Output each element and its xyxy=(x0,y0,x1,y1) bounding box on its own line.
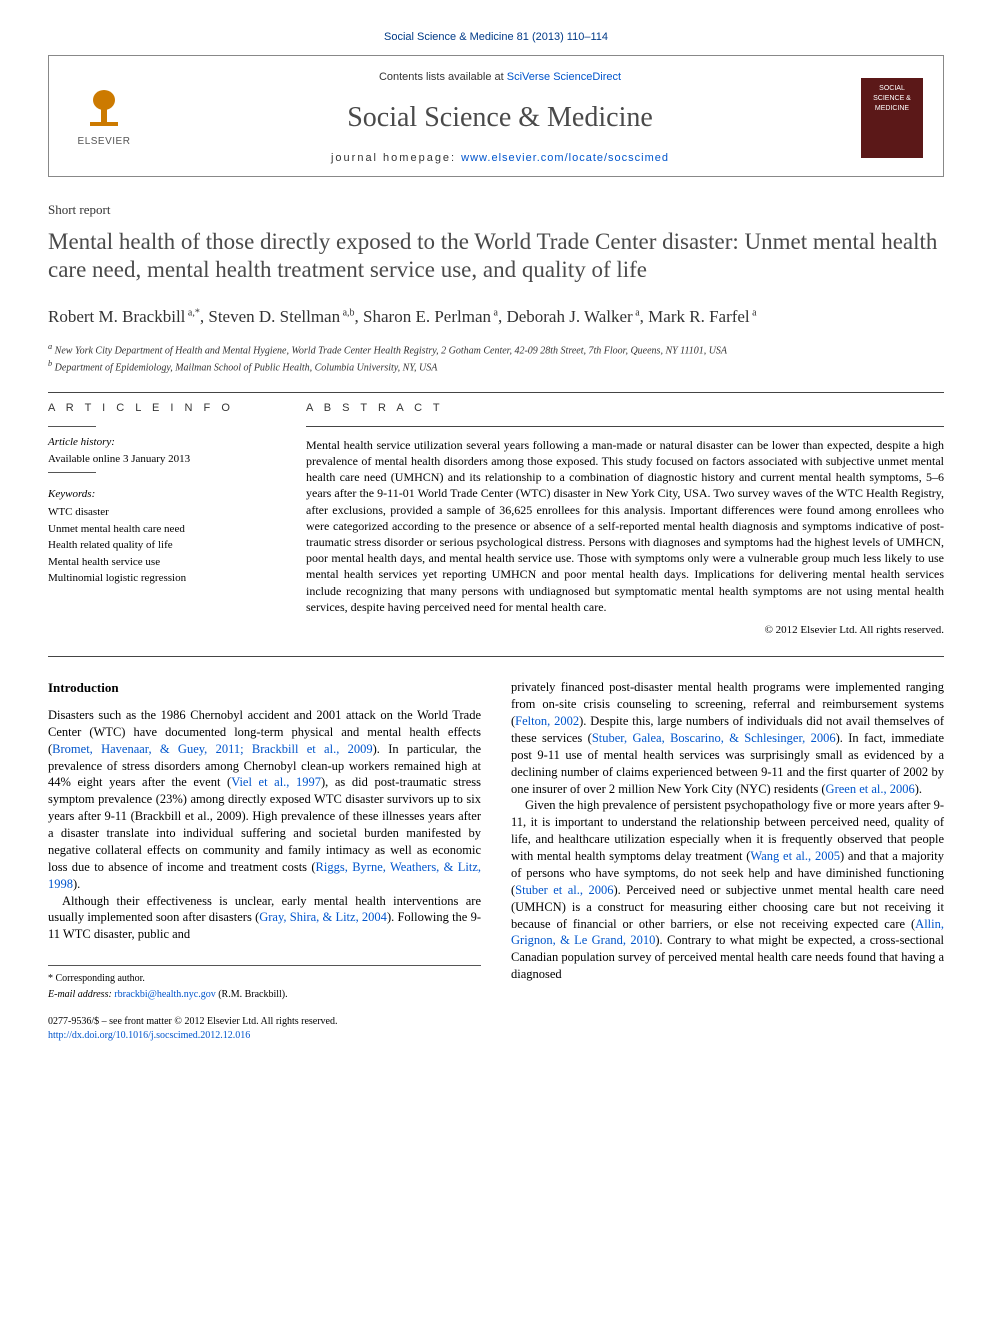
cite-link[interactable]: Allin, Grignon, & Le Grand, 2010 xyxy=(511,917,944,948)
keywords-label: Keywords: xyxy=(48,487,278,502)
info-short-rule-2 xyxy=(48,472,96,473)
authors-line: Robert M. Brackbill a,*, Steven D. Stell… xyxy=(48,305,944,329)
email-line: E-mail address: rbrackbi@health.nyc.gov … xyxy=(48,988,481,1002)
cite-link[interactable]: Bromet, Havenaar, & Guey, 2011; Brackbil… xyxy=(52,742,372,756)
elsevier-tree-icon xyxy=(69,88,139,135)
contents-line: Contents lists available at SciVerse Sci… xyxy=(139,70,861,85)
article-title: Mental health of those directly exposed … xyxy=(48,228,944,286)
intro-para-1: Disasters such as the 1986 Chernobyl acc… xyxy=(48,707,481,893)
journal-title: Social Science & Medicine xyxy=(139,98,861,137)
cite-link[interactable]: Felton, 2002 xyxy=(515,714,579,728)
journal-center: Contents lists available at SciVerse Sci… xyxy=(139,70,861,166)
cite-link[interactable]: Viel et al., 1997 xyxy=(231,775,321,789)
keyword: Mental health service use xyxy=(48,554,278,571)
author: Steven D. Stellman a,b xyxy=(208,307,354,326)
author-sup: a xyxy=(633,307,640,318)
author: Mark R. Farfel a xyxy=(648,307,756,326)
homepage-link[interactable]: www.elsevier.com/locate/socscimed xyxy=(461,152,669,164)
homepage-prefix: journal homepage: xyxy=(331,152,461,164)
keyword: Health related quality of life xyxy=(48,537,278,554)
author: Sharon E. Perlman a xyxy=(363,307,498,326)
cite-link[interactable]: Stuber, Galea, Boscarino, & Schlesinger,… xyxy=(592,731,836,745)
author-sup: a xyxy=(491,307,498,318)
citation-header: Social Science & Medicine 81 (2013) 110–… xyxy=(48,30,944,45)
author-sup: a,b xyxy=(340,307,354,318)
abstract-rule xyxy=(306,426,944,427)
contents-prefix: Contents lists available at xyxy=(379,71,507,83)
corresp-footer: * Corresponding author. E-mail address: … xyxy=(48,965,481,1001)
email-name: (R.M. Brackbill). xyxy=(216,989,288,1000)
abstract-label: A B S T R A C T xyxy=(306,401,944,416)
info-short-rule-1 xyxy=(48,426,96,427)
keyword: WTC disaster xyxy=(48,504,278,521)
info-abstract-row: A R T I C L E I N F O Article history: A… xyxy=(48,401,944,639)
body-col-left: Introduction Disasters such as the 1986 … xyxy=(48,679,481,1043)
divider-bottom xyxy=(48,656,944,657)
abstract-col: A B S T R A C T Mental health service ut… xyxy=(306,401,944,639)
article-info-label: A R T I C L E I N F O xyxy=(48,401,278,416)
cite-link[interactable]: Gray, Shira, & Litz, 2004 xyxy=(259,910,387,924)
corresp-line: * Corresponding author. xyxy=(48,972,481,986)
history-label: Article history: xyxy=(48,435,278,450)
cite-link[interactable]: Riggs, Byrne, Weathers, & Litz, 1998 xyxy=(48,860,481,891)
body-columns: Introduction Disasters such as the 1986 … xyxy=(48,679,944,1043)
elsevier-logo: ELSEVIER xyxy=(69,88,139,149)
email-link[interactable]: rbrackbi@health.nyc.gov xyxy=(114,989,215,1000)
journal-header-box: ELSEVIER Contents lists available at Sci… xyxy=(48,55,944,177)
intro-para-2: Although their effectiveness is unclear,… xyxy=(48,893,481,944)
author: Robert M. Brackbill a,* xyxy=(48,307,200,326)
intro-para-3: privately financed post-disaster mental … xyxy=(511,679,944,797)
cite-link[interactable]: Wang et al., 2005 xyxy=(750,849,840,863)
doi-link[interactable]: http://dx.doi.org/10.1016/j.socscimed.20… xyxy=(48,1030,250,1041)
intro-para-4: Given the high prevalence of persistent … xyxy=(511,797,944,983)
divider-top xyxy=(48,392,944,393)
affiliation-line: b Department of Epidemiology, Mailman Sc… xyxy=(48,358,944,375)
sciencedirect-link[interactable]: SciVerse ScienceDirect xyxy=(507,71,621,83)
history-text: Available online 3 January 2013 xyxy=(48,452,278,467)
intro-heading: Introduction xyxy=(48,679,481,697)
affiliation-line: a New York City Department of Health and… xyxy=(48,341,944,358)
report-type: Short report xyxy=(48,201,944,219)
author-sup: a,* xyxy=(185,307,199,318)
abstract-copyright: © 2012 Elsevier Ltd. All rights reserved… xyxy=(306,623,944,638)
elsevier-label: ELSEVIER xyxy=(69,135,139,149)
journal-homepage: journal homepage: www.elsevier.com/locat… xyxy=(139,151,861,166)
abstract-text: Mental health service utilization severa… xyxy=(306,437,944,615)
cite-link[interactable]: Green et al., 2006 xyxy=(826,782,915,796)
cite-link[interactable]: Stuber et al., 2006 xyxy=(515,883,613,897)
email-label: E-mail address: xyxy=(48,989,114,1000)
author-sup: a xyxy=(750,307,757,318)
body-col-right: privately financed post-disaster mental … xyxy=(511,679,944,1043)
issn-line: 0277-9536/$ – see front matter © 2012 El… xyxy=(48,1015,481,1029)
keyword: Unmet mental health care need xyxy=(48,521,278,538)
article-info-col: A R T I C L E I N F O Article history: A… xyxy=(48,401,278,639)
keyword: Multinomial logistic regression xyxy=(48,570,278,587)
journal-cover-thumb: SOCIAL SCIENCE & MEDICINE xyxy=(861,78,923,158)
footer-copyright: 0277-9536/$ – see front matter © 2012 El… xyxy=(48,1015,481,1043)
author: Deborah J. Walker a xyxy=(506,307,639,326)
affiliations: a New York City Department of Health and… xyxy=(48,341,944,376)
